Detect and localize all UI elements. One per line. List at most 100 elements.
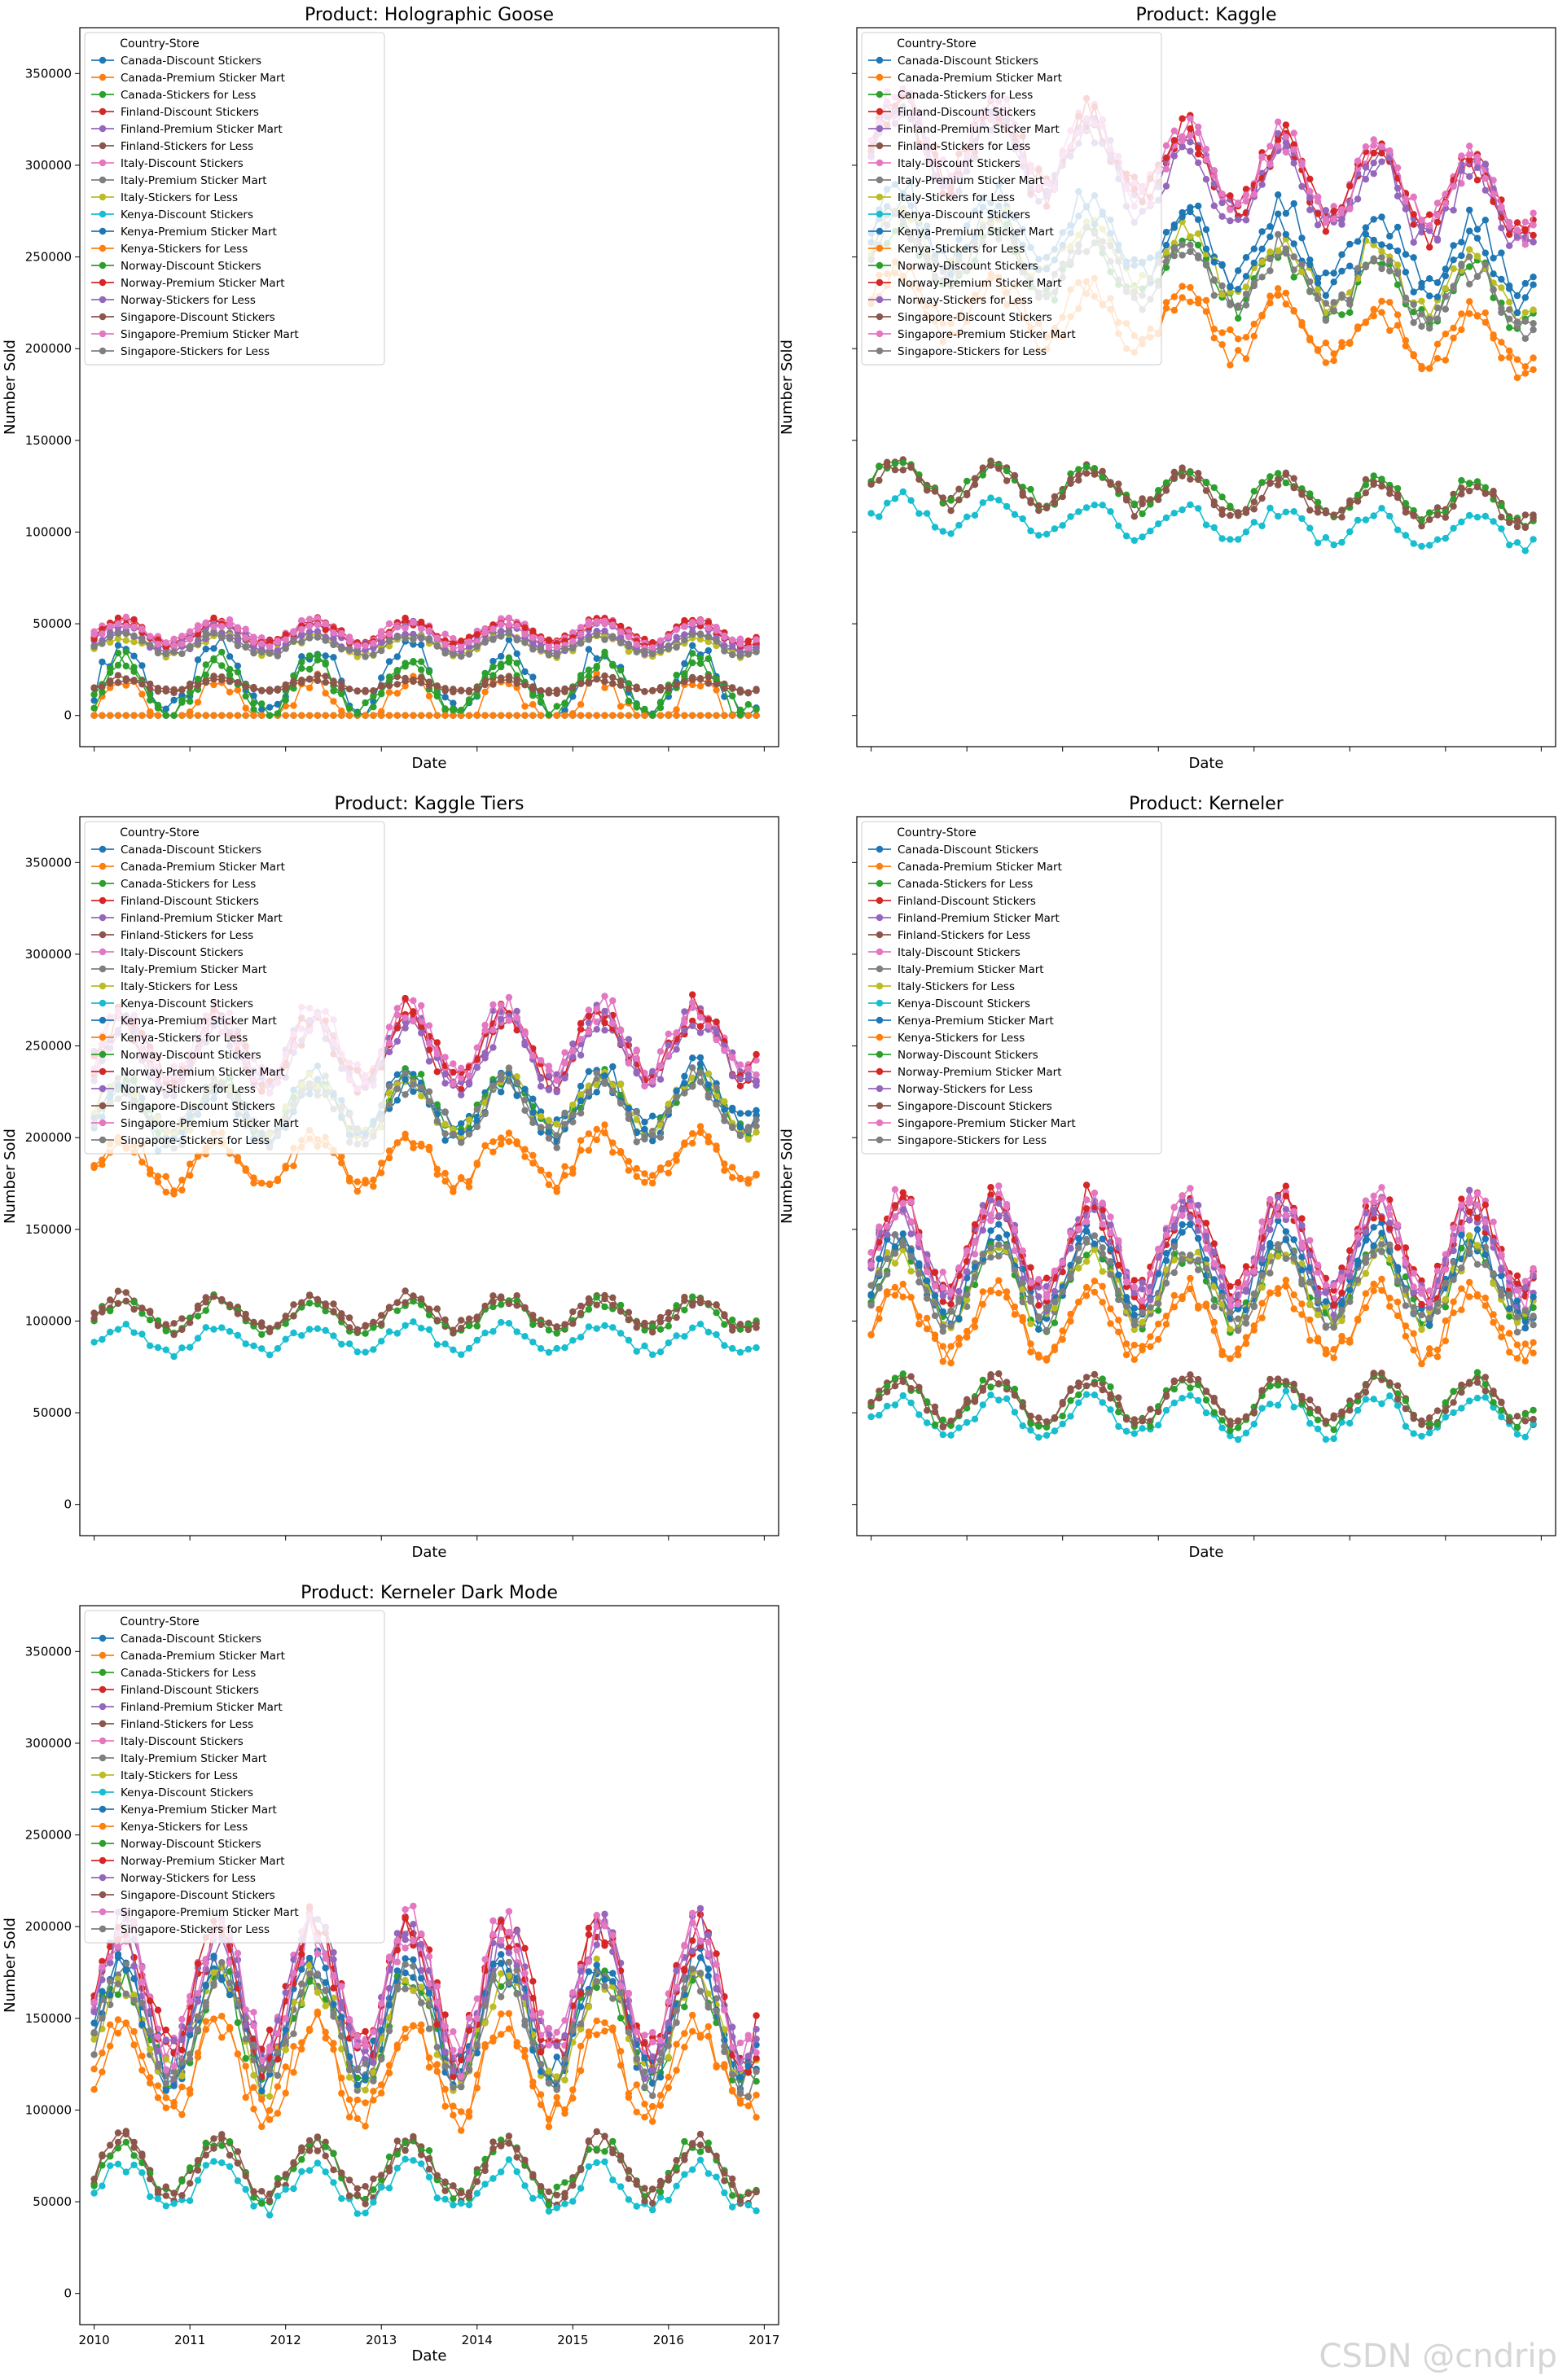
data-point [753,1172,760,1179]
data-point [489,1298,497,1306]
data-point [90,1339,98,1346]
data-point [458,1064,465,1072]
data-point [987,494,994,502]
data-point [345,1314,353,1321]
data-point [513,1014,520,1022]
data-point [274,710,282,717]
data-point [521,1333,529,1340]
data-point [1322,340,1330,347]
legend-swatch-marker [876,278,884,287]
data-point [441,694,449,701]
data-point [1179,506,1186,514]
data-point [178,1344,186,1352]
data-point [1290,146,1297,153]
data-point [1450,334,1457,342]
legend-swatch-marker [99,1085,107,1093]
data-point [122,662,129,670]
data-point [1314,221,1322,229]
data-point [1250,519,1258,526]
data-point [673,1302,680,1309]
data-point [1115,1317,1122,1324]
data-point [601,712,608,719]
data-point [481,712,489,719]
data-point [433,642,441,650]
data-point [282,1313,289,1320]
data-point [1275,191,1282,199]
data-point [1530,514,1537,522]
data-point [656,712,665,719]
data-point [1498,284,1505,291]
data-point [314,621,322,629]
data-point [178,633,186,640]
data-point [458,1139,465,1146]
data-point [330,698,337,705]
data-point [425,712,433,719]
series-line [94,616,757,647]
data-point [1506,298,1513,306]
data-point [353,710,361,717]
data-point [617,682,625,689]
data-point [305,634,314,642]
data-point [609,1294,617,1302]
data-point [915,476,923,483]
data-point [585,1006,593,1014]
data-point [473,1336,481,1344]
data-point [425,1326,433,1334]
legend-swatch-marker [876,330,884,338]
data-point [1338,267,1345,275]
data-point [274,700,282,708]
data-point [1466,487,1473,495]
data-point [1162,299,1170,306]
data-point [1187,125,1194,133]
data-point [1195,230,1202,238]
legend-title: Country-Store [897,37,976,50]
data-point [305,652,314,660]
data-point [1290,129,1297,137]
data-point [1322,270,1330,277]
data-point [569,629,577,637]
data-point [1378,241,1385,248]
data-point [729,692,736,699]
legend-entry: Kenya-Stickers for Less [898,243,1025,256]
data-point [521,682,529,689]
data-point [1370,159,1377,167]
data-point [1235,200,1242,208]
data-point [1187,298,1194,305]
data-point [569,638,577,645]
data-point [178,691,186,699]
y-tick-label: 100000 [25,524,72,539]
data-point [1195,159,1202,167]
data-point [410,1292,417,1300]
data-point [593,618,600,625]
data-point [1473,484,1481,491]
data-point [1481,186,1490,194]
data-point [1378,150,1385,157]
data-point [971,511,979,519]
data-point [1162,182,1170,190]
data-point [1450,285,1457,292]
data-point [1530,231,1537,239]
data-point [1498,224,1505,232]
data-point [1027,485,1034,493]
data-point [656,637,665,645]
data-point [425,1305,433,1313]
data-point [1386,232,1394,240]
data-point [585,1028,593,1036]
data-point [899,1280,907,1288]
data-point [338,1340,345,1348]
data-point [907,462,915,470]
data-point [617,1080,625,1089]
data-point [338,630,345,638]
data-point [1458,484,1465,492]
legend-swatch-marker [876,261,884,270]
data-point [884,499,891,506]
data-point [729,1164,736,1171]
data-point [178,1326,186,1334]
data-point [1162,142,1170,149]
legend-swatch-marker [876,227,884,235]
data-point [713,638,720,645]
data-point [1059,522,1066,529]
data-point [1027,527,1034,535]
data-point [187,712,194,719]
data-point [649,1179,656,1187]
